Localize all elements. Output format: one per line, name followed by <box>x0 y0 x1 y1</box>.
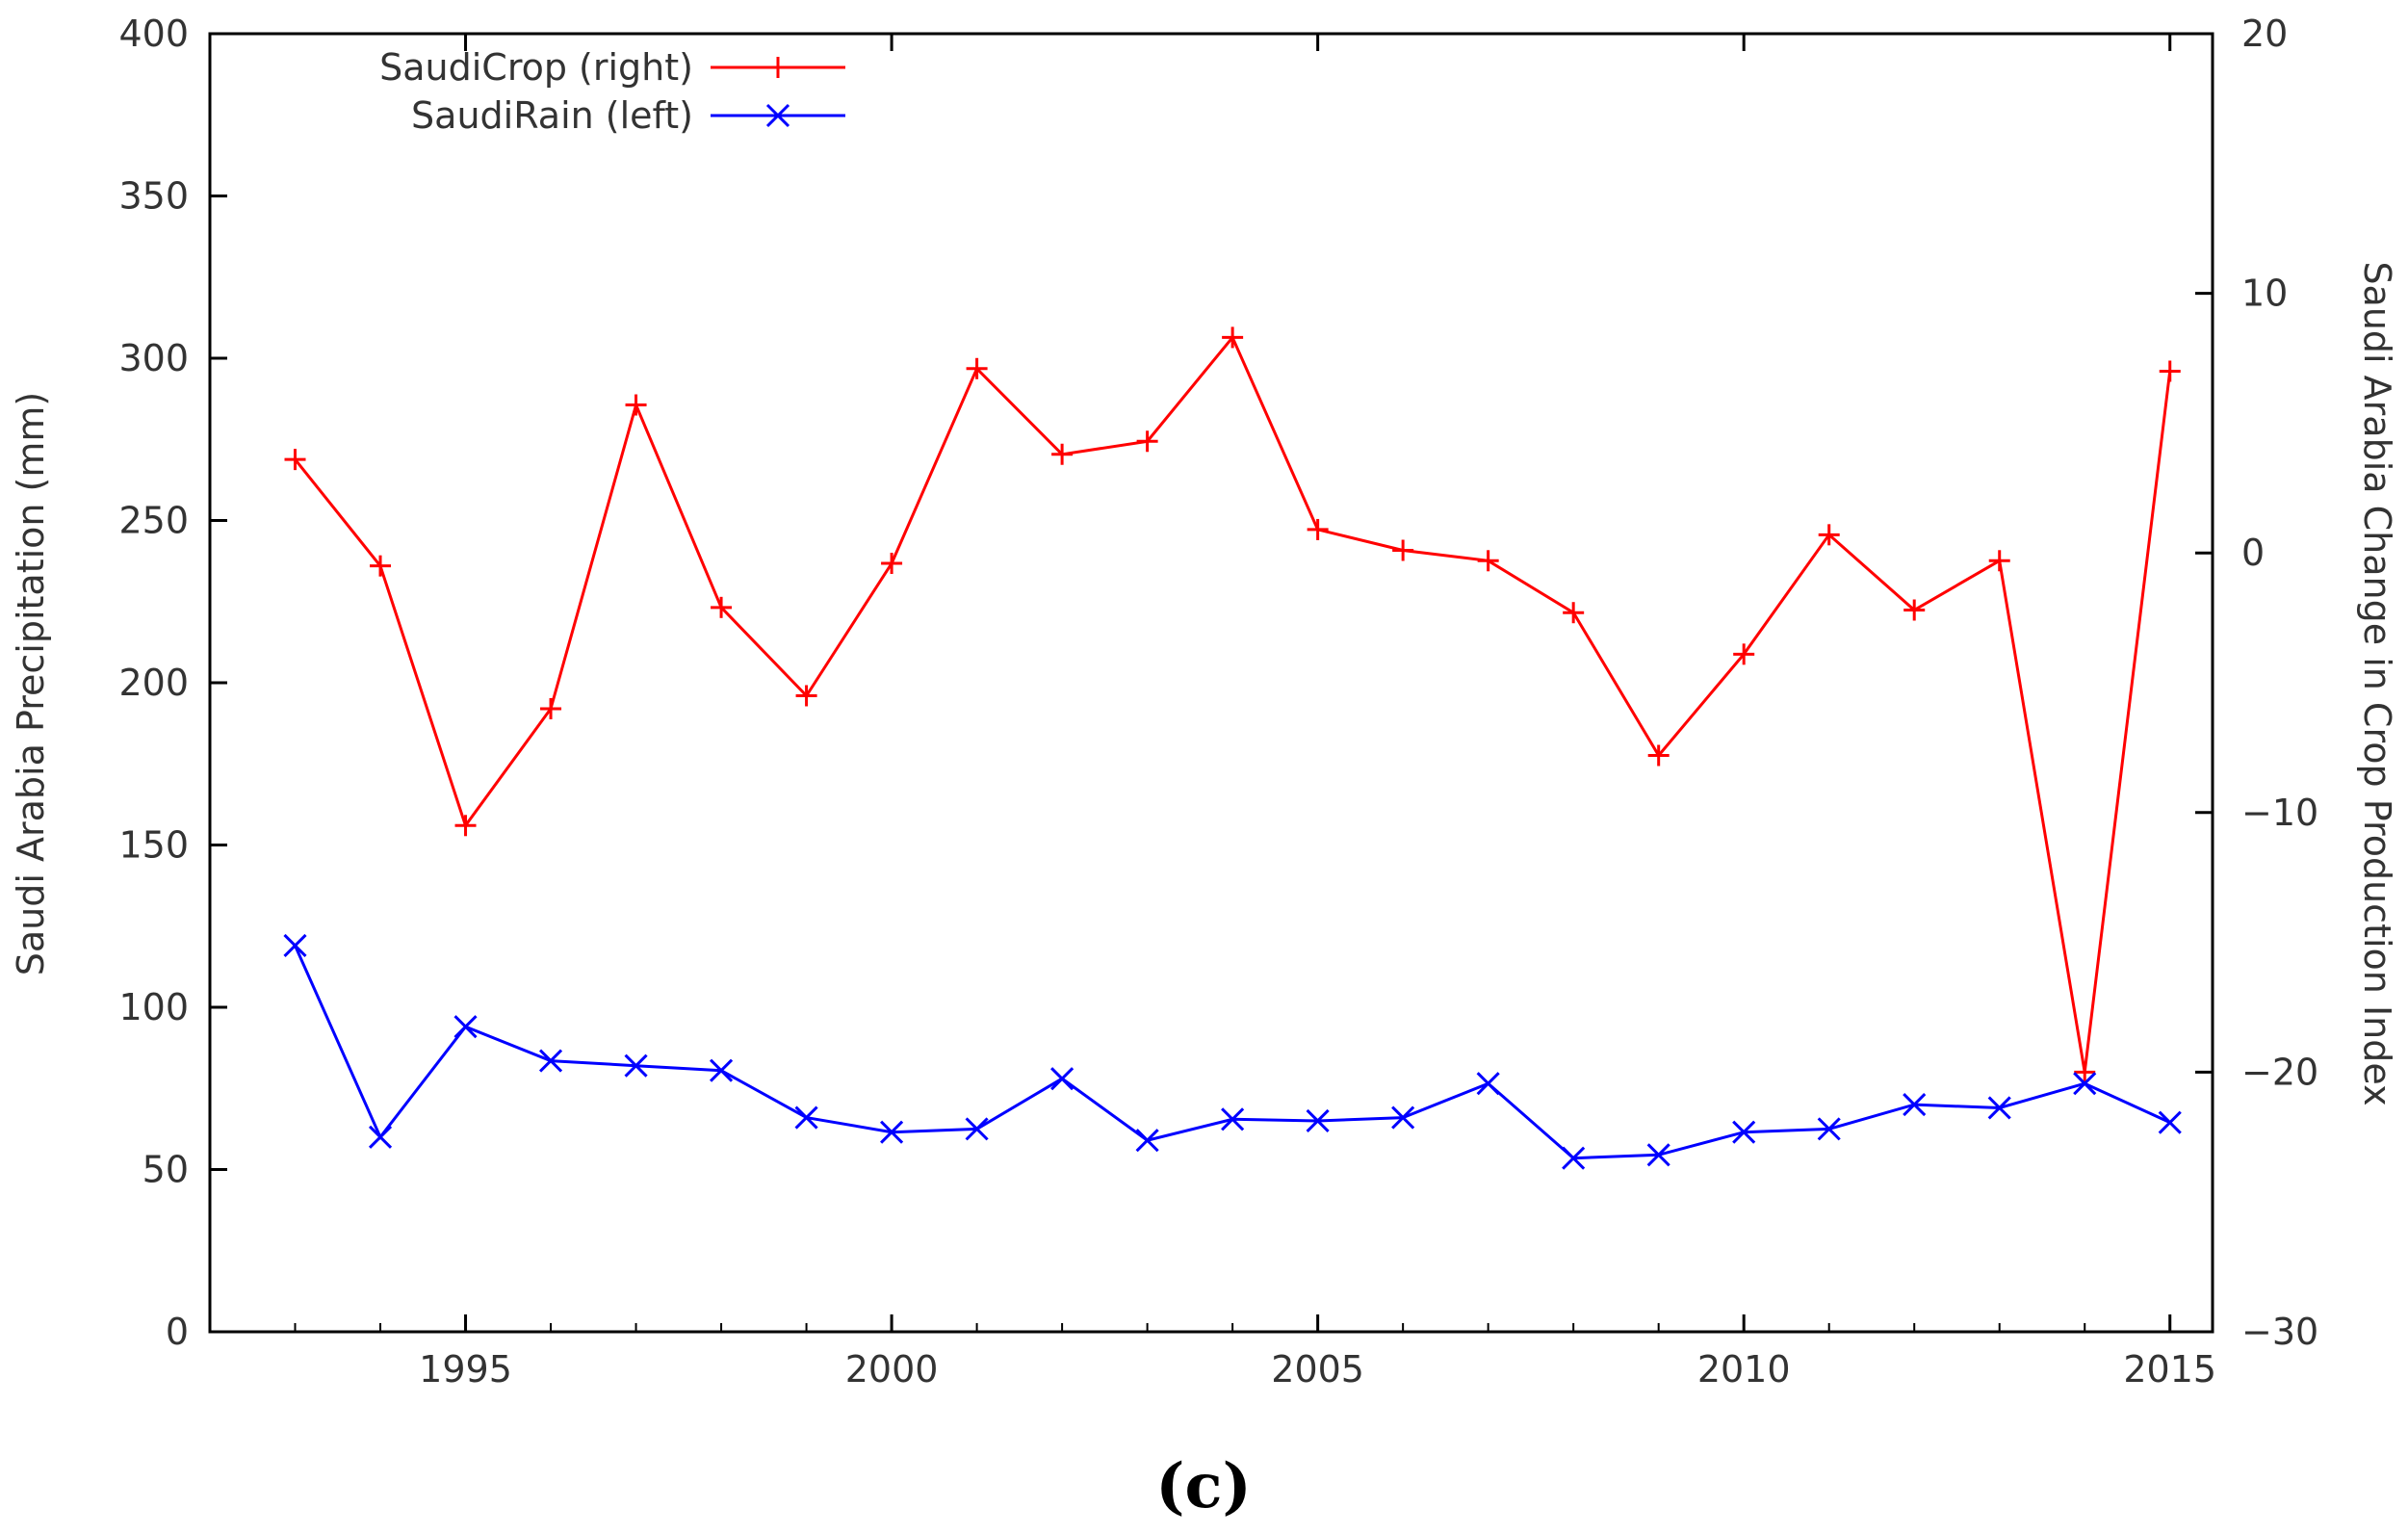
y-left-tick-label: 150 <box>118 824 189 867</box>
data-point-crop <box>1903 599 1926 621</box>
data-point-rain <box>1562 1146 1586 1170</box>
data-point-crop <box>625 394 647 416</box>
y-right-tick-label: 20 <box>2241 13 2288 55</box>
x-tick-label: 2000 <box>845 1348 939 1391</box>
data-point-crop <box>1647 744 1670 767</box>
series-group <box>283 326 2182 1170</box>
data-point-rain <box>1476 1072 1500 1096</box>
data-point-crop <box>1733 643 1755 665</box>
data-point-rain <box>624 1053 648 1078</box>
x-tick-label: 2010 <box>1697 1348 1791 1391</box>
y-right-tick-label: 10 <box>2241 273 2288 315</box>
data-point-rain <box>1987 1096 2011 1120</box>
data-point-rain <box>1732 1120 1756 1144</box>
y-left-tick-label: 400 <box>118 13 189 55</box>
data-point-rain <box>283 933 307 958</box>
data-point-rain <box>794 1105 818 1130</box>
data-point-rain <box>1135 1129 1159 1153</box>
axes-group <box>208 32 2214 1334</box>
x-tick-label: 2015 <box>2123 1348 2216 1391</box>
data-point-rain <box>1817 1117 1841 1141</box>
data-point-crop <box>1136 430 1158 453</box>
series-line-rain <box>294 945 2171 1160</box>
data-point-crop <box>1818 524 1840 546</box>
legend-label-crop: SaudiCrop (right) <box>379 46 693 89</box>
legend-marker-crop <box>767 57 789 78</box>
series-line-crop <box>294 334 2172 1073</box>
data-point-rain <box>965 1117 989 1141</box>
data-point-crop <box>1477 550 1499 572</box>
data-point-rain <box>538 1049 563 1073</box>
data-point-crop <box>2074 1061 2096 1083</box>
y-left-tick-label: 100 <box>118 986 189 1028</box>
y-left-tick-label: 50 <box>142 1149 189 1191</box>
data-point-crop <box>881 552 903 574</box>
data-point-crop <box>1222 326 1244 349</box>
ticks-group: 1995 2000 2005 2010 201505010015020025030035… <box>118 13 2318 1391</box>
legend: SaudiCrop (right) SaudiRain (left) <box>379 46 845 137</box>
data-point-crop <box>795 685 817 707</box>
x-tick-label: 1995 <box>419 1348 512 1391</box>
y-right-tick-label: 0 <box>2241 532 2265 574</box>
y-axis-left-title: Saudi Arabia Precipitation (mm) <box>10 392 52 975</box>
y-right-tick-label: −20 <box>2241 1051 2318 1093</box>
data-point-crop <box>711 596 733 618</box>
y-right-tick-label: −10 <box>2241 792 2318 834</box>
data-point-rain <box>1221 1107 1245 1131</box>
data-point-crop <box>540 697 562 719</box>
data-point-crop <box>454 815 477 837</box>
y-left-tick-label: 0 <box>166 1311 189 1353</box>
data-point-rain <box>1391 1105 1415 1130</box>
y-left-tick-label: 300 <box>118 337 189 379</box>
y-left-tick-label: 250 <box>118 500 189 542</box>
data-point-rain <box>2073 1072 2097 1096</box>
legend-marker-rain <box>765 103 790 128</box>
data-point-crop <box>2159 360 2181 382</box>
plot-frame <box>208 32 2214 1334</box>
y-left-tick-label: 200 <box>118 662 189 704</box>
legend-label-rain: SaudiRain (left) <box>411 94 693 137</box>
y-left-tick-label: 350 <box>118 175 189 218</box>
data-point-crop <box>1563 602 1585 624</box>
data-point-crop <box>1307 518 1329 540</box>
data-point-crop <box>1392 539 1414 561</box>
data-point-rain <box>1050 1067 1075 1091</box>
data-point-rain <box>368 1125 393 1149</box>
data-point-crop <box>1051 443 1074 465</box>
data-point-rain <box>1306 1108 1330 1133</box>
data-point-rain <box>2158 1110 2182 1134</box>
data-point-crop <box>1988 550 2010 572</box>
y-axis-right-title: Saudi Arabia Change in Crop Production I… <box>2356 261 2398 1105</box>
data-point-crop <box>370 555 392 577</box>
y-right-tick-label: −30 <box>2241 1311 2318 1353</box>
data-point-crop <box>284 449 306 471</box>
data-point-rain <box>710 1058 734 1082</box>
data-point-rain <box>1646 1143 1670 1167</box>
panel-label: (c) <box>1155 1450 1252 1522</box>
data-point-rain <box>453 1015 478 1039</box>
data-point-rain <box>1903 1093 1927 1117</box>
data-point-crop <box>966 357 988 379</box>
x-tick-label: 2005 <box>1271 1348 1364 1391</box>
data-point-rain <box>880 1120 904 1144</box>
